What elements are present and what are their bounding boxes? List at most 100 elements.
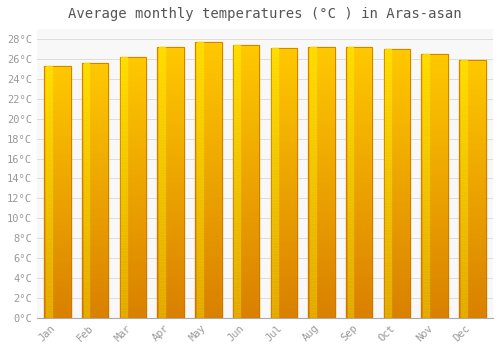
Bar [195, 213, 222, 216]
Bar [122, 307, 127, 310]
Bar [272, 54, 278, 56]
Bar [346, 280, 372, 283]
Bar [197, 152, 202, 155]
Bar [122, 86, 127, 88]
Bar [308, 107, 334, 109]
Bar [459, 176, 485, 178]
Bar [120, 78, 146, 80]
Bar [270, 91, 297, 94]
Bar [46, 84, 52, 86]
Bar [459, 86, 485, 88]
Bar [423, 109, 429, 112]
Bar [197, 100, 202, 103]
Bar [44, 106, 70, 109]
Bar [310, 256, 316, 258]
Bar [308, 128, 334, 131]
Bar [84, 285, 89, 287]
Bar [233, 176, 260, 179]
Bar [82, 121, 108, 124]
Bar [348, 274, 354, 277]
Bar [460, 124, 466, 127]
Bar [122, 109, 127, 112]
Bar [346, 245, 372, 247]
Bar [384, 119, 410, 121]
Bar [346, 223, 372, 226]
Bar [459, 253, 485, 256]
Bar [234, 203, 240, 206]
Bar [272, 204, 278, 207]
Bar [460, 246, 466, 248]
Bar [310, 115, 316, 117]
Bar [82, 285, 108, 287]
Bar [308, 261, 334, 264]
Bar [423, 281, 429, 284]
Bar [195, 114, 222, 117]
Bar [423, 186, 429, 189]
Bar [384, 173, 410, 175]
Bar [82, 206, 108, 208]
Bar [46, 71, 52, 74]
Bar [234, 160, 240, 162]
Bar [310, 66, 316, 69]
Bar [272, 261, 278, 264]
Bar [386, 167, 391, 170]
Bar [423, 241, 429, 244]
Bar [348, 269, 354, 272]
Bar [120, 247, 146, 250]
Bar [460, 142, 466, 145]
Bar [459, 117, 485, 119]
Bar [422, 162, 448, 165]
Bar [44, 225, 70, 227]
Bar [159, 266, 165, 269]
Bar [346, 104, 372, 107]
Bar [84, 259, 89, 262]
Bar [460, 305, 466, 308]
Bar [82, 257, 108, 259]
Bar [197, 50, 202, 53]
Bar [310, 264, 316, 266]
Bar [195, 94, 222, 97]
Bar [46, 119, 52, 121]
Bar [84, 167, 89, 170]
Bar [46, 310, 52, 313]
Bar [272, 296, 278, 299]
Bar [197, 293, 202, 296]
Bar [423, 120, 429, 122]
Bar [44, 262, 70, 265]
Bar [348, 82, 354, 85]
Bar [234, 198, 240, 201]
Bar [386, 138, 391, 140]
Bar [46, 252, 52, 255]
Bar [270, 245, 297, 248]
Bar [122, 279, 127, 281]
Bar [159, 180, 165, 182]
Bar [270, 54, 297, 56]
Bar [233, 116, 260, 119]
Bar [195, 161, 222, 163]
Bar [422, 96, 448, 99]
Bar [158, 104, 184, 107]
Bar [82, 224, 108, 226]
Bar [310, 82, 316, 85]
Bar [159, 112, 165, 115]
Bar [122, 255, 127, 258]
Bar [422, 189, 448, 191]
Bar [308, 180, 334, 182]
Bar [234, 94, 240, 97]
Bar [423, 244, 429, 247]
Bar [423, 294, 429, 297]
Bar [234, 48, 240, 50]
Bar [234, 113, 240, 116]
Bar [423, 117, 429, 120]
Bar [346, 188, 372, 190]
Bar [346, 150, 372, 153]
Bar [270, 56, 297, 59]
Bar [44, 298, 70, 300]
Bar [122, 135, 127, 138]
Bar [234, 190, 240, 193]
Bar [158, 145, 184, 147]
Bar [384, 175, 410, 178]
Bar [158, 107, 184, 109]
Bar [310, 174, 316, 177]
Bar [159, 302, 165, 304]
